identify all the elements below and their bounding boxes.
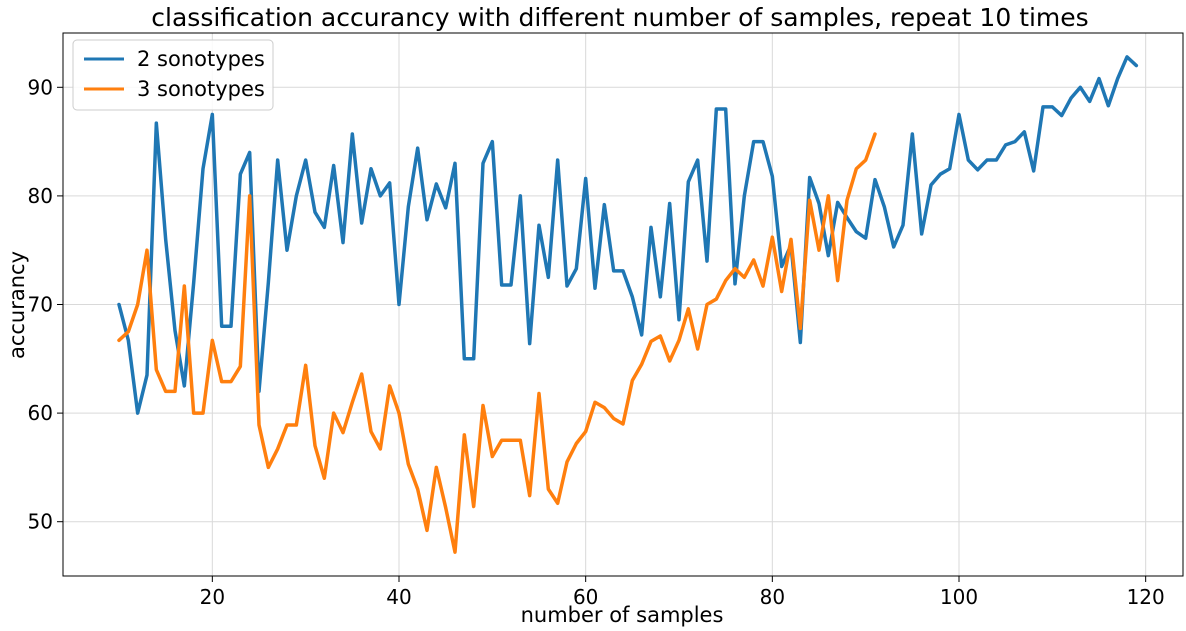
x-tick-label: 120 xyxy=(1127,585,1165,609)
legend-label-2-sonotypes: 2 sonotypes xyxy=(137,47,265,71)
x-tick-label: 40 xyxy=(386,585,411,609)
y-tick-label: 60 xyxy=(28,401,53,425)
y-tick-label: 90 xyxy=(28,75,53,99)
y-tick-label: 80 xyxy=(28,184,53,208)
x-axis: 20 40 60 80 100 120 xyxy=(200,576,1165,609)
x-tick-label: 20 xyxy=(200,585,225,609)
series-layer xyxy=(117,55,1139,554)
x-axis-label: number of samples xyxy=(521,603,724,627)
chart-title: classification accurancy with different … xyxy=(151,3,1088,32)
series-line-3-sonotypes xyxy=(117,132,877,554)
x-tick-label: 100 xyxy=(940,585,978,609)
y-axis: 50 60 70 80 90 xyxy=(28,75,63,534)
x-tick-label: 80 xyxy=(760,585,785,609)
legend: 2 sonotypes 3 sonotypes xyxy=(72,39,274,111)
series-line-2-sonotypes xyxy=(117,55,1139,415)
y-axis-label: accurancy xyxy=(5,251,29,359)
y-tick-label: 70 xyxy=(28,293,53,317)
legend-label-3-sonotypes: 3 sonotypes xyxy=(137,77,265,101)
x-tick-label: 60 xyxy=(573,585,598,609)
y-tick-label: 50 xyxy=(28,510,53,534)
grid-lines xyxy=(63,33,1183,576)
